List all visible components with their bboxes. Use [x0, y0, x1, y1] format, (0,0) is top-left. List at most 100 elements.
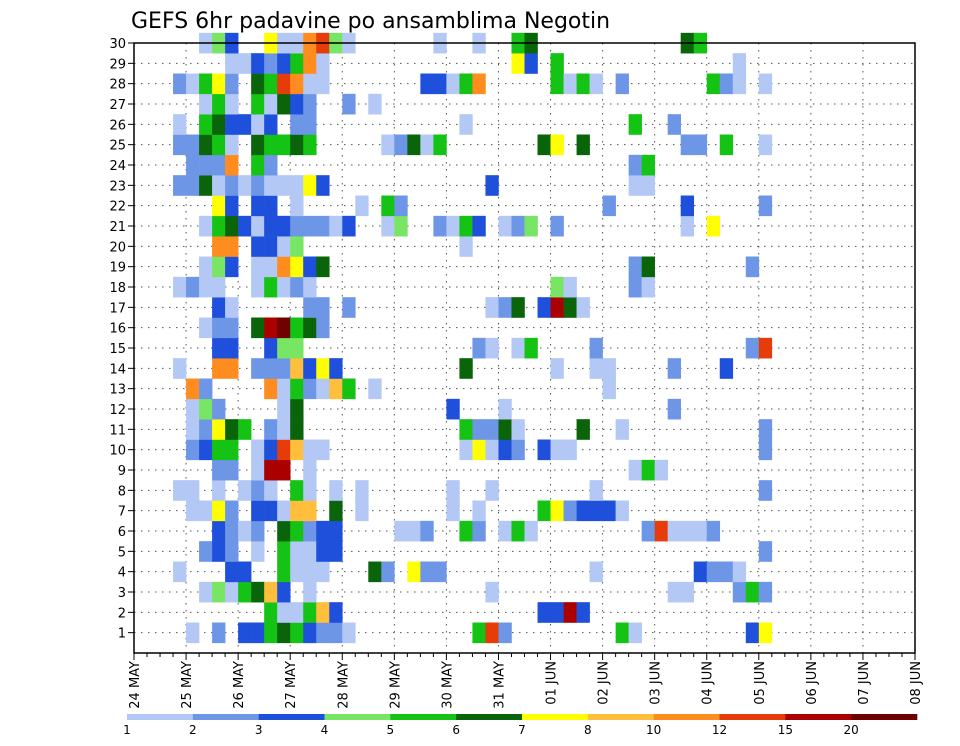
heatmap-cell [550, 215, 564, 237]
heatmap-cell [264, 480, 278, 501]
heatmap-cell [316, 175, 330, 196]
heatmap-cell [758, 480, 773, 501]
y-tick-label: 12 [109, 403, 126, 418]
heatmap-cell [732, 53, 747, 74]
heatmap-cell [342, 622, 356, 644]
heatmap-cell [524, 520, 538, 542]
heatmap-cell [433, 134, 447, 156]
heatmap-cell [316, 561, 330, 583]
heatmap-cell [719, 358, 734, 379]
heatmap-cell [342, 378, 356, 400]
y-tick-label: 11 [109, 423, 126, 438]
heatmap-cell [186, 154, 200, 176]
heatmap-cell [329, 541, 343, 562]
heatmap-cell [225, 256, 239, 278]
heatmap-cell [264, 622, 278, 644]
heatmap-cell [225, 337, 239, 359]
heatmap-cell [693, 134, 708, 156]
heatmap-cell [576, 297, 590, 318]
heatmap-cell [485, 337, 499, 359]
heatmap-cell [290, 520, 304, 542]
legend-swatch [192, 714, 259, 720]
heatmap-cell [732, 73, 747, 95]
heatmap-cell [225, 114, 239, 135]
heatmap-cell [537, 134, 551, 156]
heatmap-cell [732, 561, 747, 583]
heatmap-cell [264, 276, 278, 298]
heatmap-cell [303, 541, 317, 562]
heatmap-cell [277, 215, 291, 237]
heatmap-cell [277, 378, 291, 400]
heatmap-cell [602, 500, 616, 522]
legend-swatch [324, 714, 391, 720]
heatmap-cell [472, 419, 486, 440]
heatmap-cell [329, 215, 343, 237]
heatmap-cell [277, 175, 291, 196]
heatmap-cell [498, 439, 512, 461]
heatmap-cell [628, 276, 642, 298]
heatmap-cell [290, 134, 304, 156]
heatmap-cell [212, 175, 226, 196]
heatmap-cell [264, 358, 278, 379]
heatmap-cell [199, 439, 213, 461]
heatmap-cell [225, 459, 239, 481]
heatmap-cell [758, 439, 773, 461]
x-axis: 24 MAY 25 MAY 26 MAY 27 MAY 28 MAY 29 MAY 30 M… [128, 653, 924, 709]
heatmap-cell [680, 581, 695, 603]
heatmap-cell [394, 520, 408, 542]
heatmap-cell [303, 134, 317, 156]
heatmap-cell [563, 297, 577, 318]
heatmap-cell [498, 419, 512, 440]
heatmap-cell [277, 398, 291, 420]
heatmap-cell [199, 256, 213, 278]
heatmap-cell [264, 581, 278, 603]
heatmap-cell [316, 215, 330, 237]
heatmap-cell [472, 73, 486, 95]
heatmap-cell [589, 500, 603, 522]
heatmap-cell [186, 73, 200, 95]
heatmap-cell [745, 581, 760, 603]
heatmap-cell [290, 419, 304, 440]
heatmap-cell [264, 195, 278, 217]
heatmap-cell [212, 114, 226, 135]
heatmap-cell [251, 520, 265, 542]
heatmap-cell [251, 622, 265, 644]
heatmap-cell [238, 53, 252, 74]
y-tick-label: 22 [109, 200, 126, 215]
heatmap-cell [212, 256, 226, 278]
heatmap-cell [290, 337, 304, 359]
heatmap-cell [199, 378, 213, 400]
heatmap-cell [303, 520, 317, 542]
heatmap-cell [524, 215, 538, 237]
heatmap-cell [550, 276, 564, 298]
heatmap-cell [264, 459, 278, 481]
y-tick-label: 9 [118, 464, 126, 479]
heatmap-cell [277, 622, 291, 644]
heatmap-cell [420, 561, 434, 583]
heatmap-cell [641, 175, 655, 196]
heatmap-cell [186, 480, 200, 501]
legend-swatch [785, 714, 852, 720]
heatmap-cell [589, 337, 603, 359]
heatmap-cell [316, 622, 330, 644]
heatmap-cell [277, 561, 291, 583]
x-tick-label: 26 MAY [232, 661, 247, 709]
heatmap-cell [316, 317, 330, 339]
heatmap-cell [303, 358, 317, 379]
y-tick-label: 13 [109, 383, 126, 398]
heatmap-cell [498, 215, 512, 237]
heatmap-cell [303, 622, 317, 644]
heatmap-cell [758, 541, 773, 562]
heatmap-cell [225, 154, 239, 176]
heatmap-cell [264, 215, 278, 237]
legend-label: 3 [255, 723, 263, 737]
y-tick-label: 23 [109, 179, 126, 194]
heatmap-cell [680, 134, 695, 156]
heatmap-cell [745, 337, 760, 359]
heatmap-cell [303, 93, 317, 115]
legend-swatch [522, 714, 589, 720]
heatmap-cell [329, 358, 343, 379]
heatmap-cell [303, 561, 317, 583]
heatmap-cell [628, 622, 642, 644]
heatmap-cell [589, 73, 603, 95]
